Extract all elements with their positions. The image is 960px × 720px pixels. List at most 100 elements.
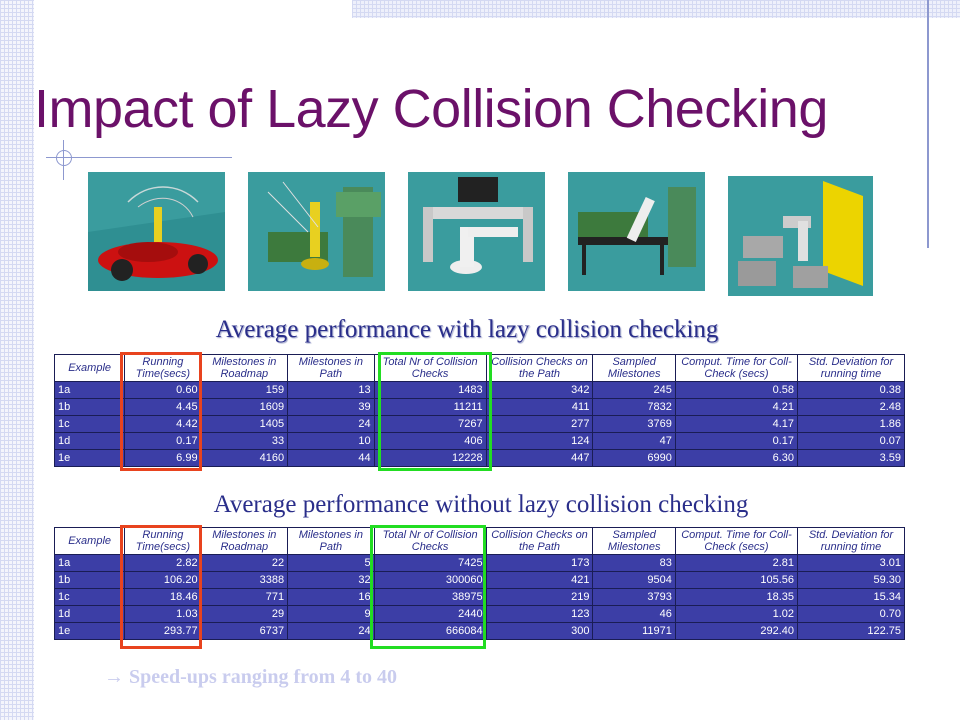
table-cell: 666084: [373, 622, 487, 640]
table-row: 1a 0.60 159 13 1483 342 245 0.58 0.38: [53, 381, 905, 399]
table-cell: 1e: [53, 449, 126, 467]
table-cell: 2.48: [797, 398, 905, 416]
robot-yellow-wall-scene-image: [728, 176, 873, 296]
table-cell: 39: [287, 398, 375, 416]
header-comput-time: Comput. Time for Coll-Check (secs): [674, 354, 799, 382]
arrow-icon: →: [104, 666, 124, 688]
table-without-lazy: Example Running Time(secs) Milestones in…: [53, 527, 905, 640]
table-cell: 245: [592, 381, 676, 399]
robot-table-scene-image: [568, 172, 705, 291]
table-cell: 406: [373, 432, 487, 450]
table-cell: 3769: [592, 415, 676, 433]
header-std-deviation: Std. Deviation for running time: [797, 527, 905, 555]
table-cell: 771: [200, 588, 289, 606]
table-cell: 22: [200, 554, 289, 572]
table-cell: 16: [287, 588, 375, 606]
table-row: 1a 2.82 22 5 7425 173 83 2.81 3.01: [53, 554, 905, 572]
highlight-running-time-without: [120, 525, 202, 649]
highlight-collision-checks-without: [370, 525, 486, 649]
table-row: 1e 293.77 6737 24 666084 300 11971 292.40 122.75: [53, 622, 905, 640]
table-cell: 3793: [592, 588, 676, 606]
table-cell: 173: [485, 554, 594, 572]
table-cell: 11971: [592, 622, 676, 640]
table-cell: 0.38: [797, 381, 905, 399]
robot-frame-scene-image: [408, 172, 545, 291]
title-circle-ornament: [56, 150, 72, 166]
subtitle-without-lazy: Average performance without lazy collisi…: [213, 491, 749, 518]
header-collision-checks-path: Collision Checks on the Path: [485, 354, 594, 382]
header-sampled-milestones: Sampled Milestones: [592, 527, 676, 555]
table-cell: 122.75: [797, 622, 905, 640]
table-cell: 83: [592, 554, 676, 572]
vertical-rule-right: [927, 0, 929, 248]
table-cell: 0.07: [797, 432, 905, 450]
header-milestones-roadmap: Milestones in Roadmap: [200, 354, 289, 382]
table-with-lazy: Example Running Time(secs) Milestones in…: [53, 354, 905, 467]
table-cell: 7267: [373, 415, 487, 433]
table-cell: 59.30: [797, 571, 905, 589]
speedup-note: → Speed-ups ranging from 4 to 40: [104, 666, 397, 689]
table-cell: 7832: [592, 398, 676, 416]
table-cell: 1c: [53, 588, 126, 606]
table-cell: 12228: [373, 449, 487, 467]
table-cell: 32: [287, 571, 375, 589]
table-cell: 15.34: [797, 588, 905, 606]
table-cell: 33: [200, 432, 289, 450]
table-row: 1b 4.45 1609 39 11211 411 7832 4.21 2.48: [53, 398, 905, 416]
table-cell: 2.81: [674, 554, 799, 572]
table-cell: 1609: [200, 398, 289, 416]
table-cell: 4160: [200, 449, 289, 467]
table-cell: 44: [287, 449, 375, 467]
highlight-running-time-with: [120, 352, 202, 471]
table-cell: 1a: [53, 381, 126, 399]
table-cell: 292.40: [674, 622, 799, 640]
table-cell: 3388: [200, 571, 289, 589]
robot-arm-drill-scene-image: [248, 172, 385, 291]
table-cell: 1d: [53, 432, 126, 450]
table-cell: 219: [485, 588, 594, 606]
table-cell: 46: [592, 605, 676, 623]
table-cell: 159: [200, 381, 289, 399]
header-milestones-path: Milestones in Path: [287, 354, 375, 382]
table-cell: 1405: [200, 415, 289, 433]
header-comput-time: Comput. Time for Coll-Check (secs): [674, 527, 799, 555]
table-cell: 3.01: [797, 554, 905, 572]
table-cell: 1.86: [797, 415, 905, 433]
header-milestones-roadmap: Milestones in Roadmap: [200, 527, 289, 555]
table-header-row: Example Running Time(secs) Milestones in…: [53, 527, 905, 555]
table-cell: 18.35: [674, 588, 799, 606]
table-cell: 411: [485, 398, 594, 416]
page-title: Impact of Lazy Collision Checking: [34, 79, 828, 139]
speedup-text: Speed-ups ranging from 4 to 40: [129, 666, 397, 688]
table-cell: 1d: [53, 605, 126, 623]
table-cell: 277: [485, 415, 594, 433]
table-cell: 1b: [53, 571, 126, 589]
horizontal-rule: [46, 157, 232, 158]
table-cell: 123: [485, 605, 594, 623]
header-std-deviation: Std. Deviation for running time: [797, 354, 905, 382]
table-cell: 447: [485, 449, 594, 467]
table-cell: 10: [287, 432, 375, 450]
table-cell: 6990: [592, 449, 676, 467]
highlight-collision-checks-with: [378, 352, 492, 471]
table-cell: 1.02: [674, 605, 799, 623]
table-cell: 6737: [200, 622, 289, 640]
table-cell: 5: [287, 554, 375, 572]
table-cell: 105.56: [674, 571, 799, 589]
table-cell: 9: [287, 605, 375, 623]
header-milestones-path: Milestones in Path: [287, 527, 375, 555]
table-cell: 1e: [53, 622, 126, 640]
header-example: Example: [53, 354, 126, 382]
robot-car-scene-image: [88, 172, 225, 291]
table-cell: 300: [485, 622, 594, 640]
table-cell: 1c: [53, 415, 126, 433]
table-cell: 300060: [373, 571, 487, 589]
table-cell: 24: [287, 415, 375, 433]
table-cell: 9504: [592, 571, 676, 589]
subtitle-with-lazy: Average performance with lazy collision …: [215, 316, 719, 343]
table-cell: 421: [485, 571, 594, 589]
table-cell: 6.99: [124, 449, 202, 467]
table-row: 1c 4.42 1405 24 7267 277 3769 4.17 1.86: [53, 415, 905, 433]
table-cell: 0.58: [674, 381, 799, 399]
header-sampled-milestones: Sampled Milestones: [592, 354, 676, 382]
